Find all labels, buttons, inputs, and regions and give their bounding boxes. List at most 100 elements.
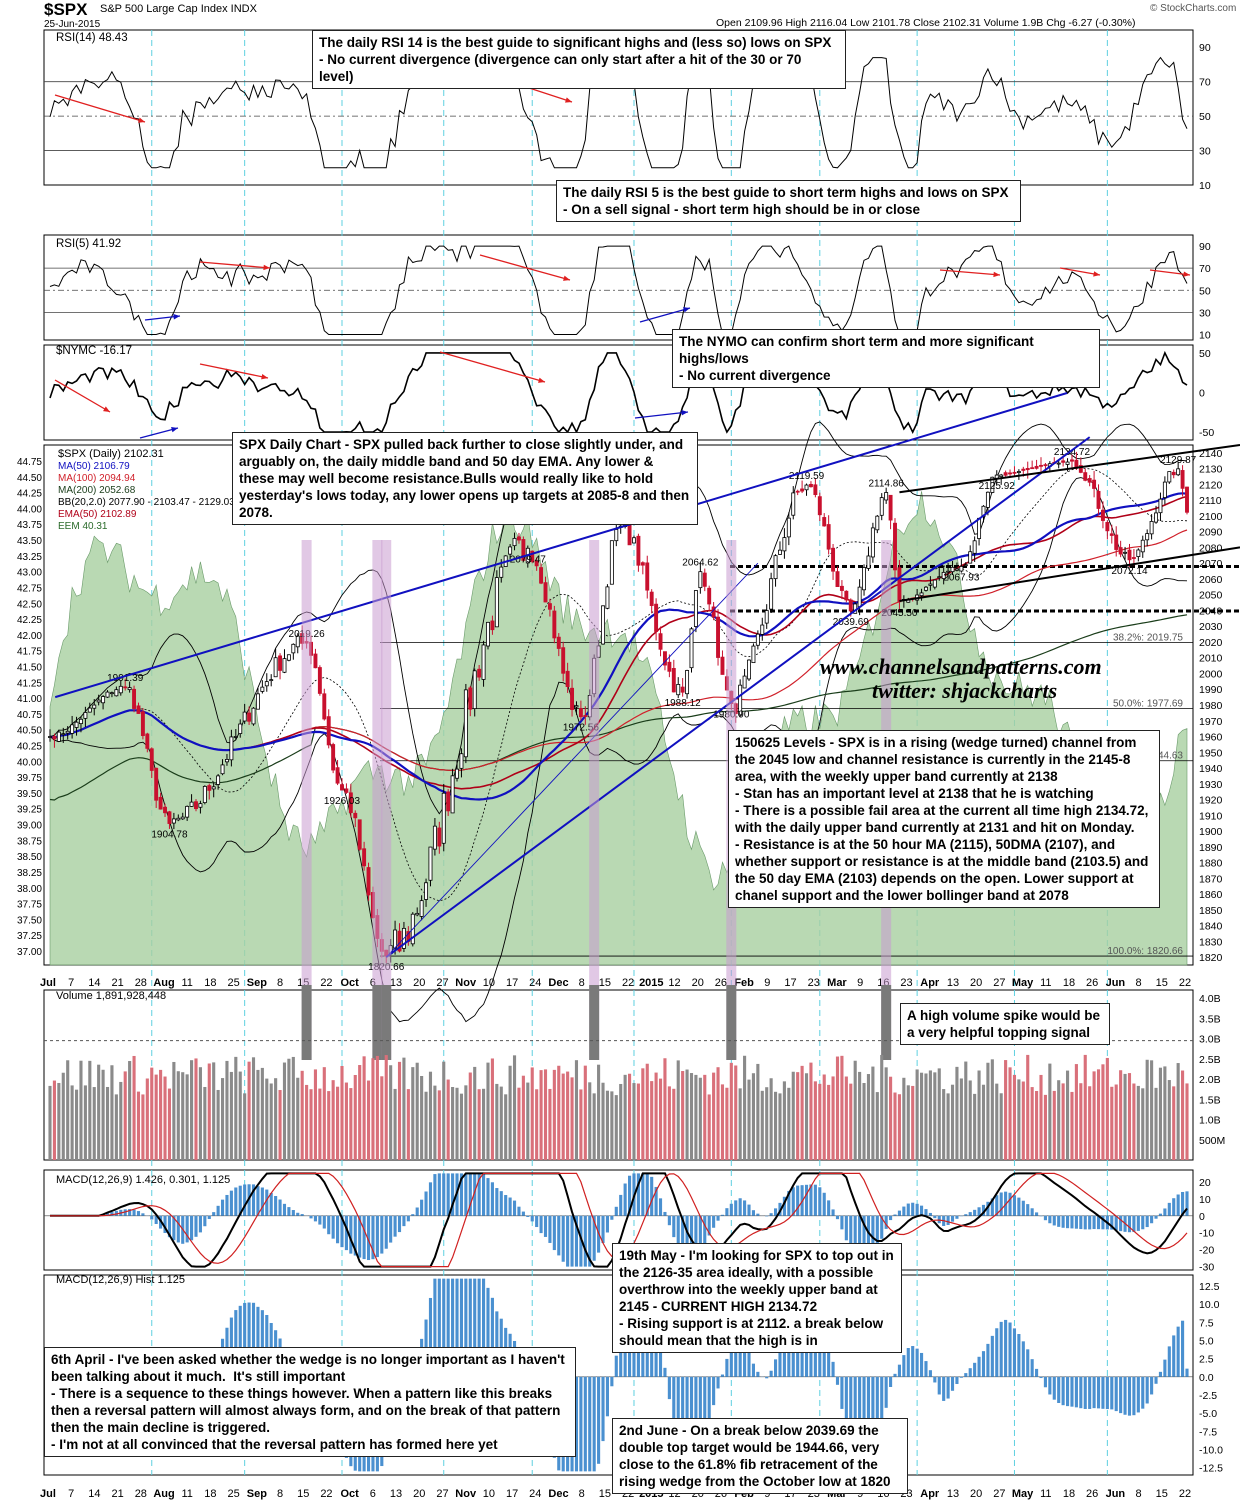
rsi5-tick-label: 90	[1199, 241, 1211, 253]
volume-bar	[265, 1078, 269, 1160]
hist-bar	[433, 1278, 437, 1377]
candle-body	[738, 684, 743, 716]
macd-hist-bar	[207, 1215, 211, 1220]
macd-hist-bar	[442, 1173, 446, 1216]
volume-bar	[362, 1056, 366, 1160]
macd-hist-bar	[1163, 1208, 1167, 1216]
x-tick-label: Oct	[340, 977, 359, 989]
candle-body	[357, 819, 362, 850]
macd-hist-bar	[973, 1209, 977, 1216]
volume-bar	[256, 1069, 260, 1160]
macd-hist-bar	[734, 1200, 738, 1216]
volume-bar	[486, 1062, 490, 1160]
candle-body	[1021, 468, 1026, 471]
macd-hist-bar	[866, 1215, 871, 1259]
volume-bar	[57, 1082, 61, 1160]
x-tick-label-bottom: 13	[947, 1488, 959, 1500]
eem-tick-label: 38.00	[17, 884, 42, 895]
volume-bar	[915, 1069, 919, 1160]
candle-body	[990, 476, 995, 493]
macd-hist-bar	[1127, 1215, 1132, 1233]
volume-bar	[287, 1058, 291, 1160]
candle-body	[149, 748, 154, 771]
candle-body	[229, 736, 234, 761]
macd-hist-bar	[1061, 1215, 1065, 1228]
hist-bar	[875, 1376, 879, 1451]
spx-price-tick-label: 2100	[1199, 511, 1223, 523]
macd-tick-label: 10	[1199, 1194, 1211, 1206]
hist-bar	[955, 1376, 959, 1384]
hist-bar	[995, 1328, 999, 1377]
macd-hist-bar	[420, 1199, 424, 1216]
volume-bar	[800, 1065, 804, 1160]
x-tick-label: 22	[320, 977, 332, 989]
macd-hist-bar	[185, 1215, 189, 1243]
volume-bar	[959, 1078, 963, 1160]
macd-hist-bar	[1021, 1200, 1025, 1216]
hist-bar	[1030, 1359, 1034, 1377]
volume-bar	[136, 1091, 141, 1160]
macd-hist-bar	[172, 1215, 176, 1241]
volume-bar	[827, 1084, 831, 1160]
x-tick-label: May	[1012, 977, 1034, 989]
x-tick-label: 15	[599, 977, 611, 989]
volume-bar	[1061, 1083, 1065, 1160]
volume-bar	[738, 1088, 742, 1160]
hist-bar	[473, 1278, 477, 1377]
macd-tick-label: -10	[1199, 1228, 1214, 1240]
macd-hist-bar	[167, 1215, 172, 1238]
volume-bar	[707, 1094, 711, 1160]
candle-body	[747, 659, 751, 680]
divergence-arrow	[1149, 269, 1191, 276]
volume-bar	[482, 1088, 486, 1160]
candle-body	[543, 582, 548, 603]
note-may19: 19th May - I'm looking for SPX to top ou…	[612, 1243, 902, 1353]
divergence-arrow	[439, 351, 546, 383]
macd-hist-bar	[756, 1213, 760, 1216]
macd-hist-bar	[190, 1215, 194, 1241]
candle-body	[353, 812, 358, 819]
price-label: 2079.47	[510, 554, 547, 565]
vol-panel-frame	[43, 989, 1194, 1161]
macd-hist-bar	[955, 1215, 959, 1219]
divergence-arrow	[54, 379, 111, 413]
candle-body	[163, 806, 167, 814]
candle-body	[968, 551, 973, 564]
macd-hist-bar	[517, 1206, 521, 1216]
eem-legend: EEM 40.31	[58, 521, 108, 532]
macd-hist-bar	[539, 1215, 543, 1234]
macd-hist-bar	[499, 1191, 503, 1216]
hist-bar	[1065, 1376, 1070, 1407]
volume-bar	[756, 1063, 760, 1160]
volume-tick-label: 1.5B	[1199, 1094, 1221, 1106]
price-label: 2045.50	[881, 608, 918, 619]
macd-hist-bar	[601, 1215, 605, 1243]
candle-body	[1039, 464, 1043, 467]
volume-bar	[150, 1067, 154, 1160]
bb-lower-line	[49, 477, 1188, 1023]
volume-bar	[220, 1078, 225, 1160]
x-tick-label-bottom: 22	[1179, 1488, 1191, 1500]
volume-bar	[66, 1060, 70, 1160]
macd-hist-bar	[689, 1215, 694, 1259]
x-tick-label-bottom: 22	[320, 1488, 332, 1500]
candle-body	[817, 496, 822, 516]
macd-hist-bar	[216, 1205, 220, 1216]
volume-bar	[924, 1073, 928, 1160]
x-tick-label: Aug	[153, 977, 174, 989]
highlight-band-volume	[589, 985, 600, 1060]
volume-bar	[424, 1091, 428, 1160]
volume-bar	[1185, 1083, 1189, 1160]
spx-price-tick-label: 1910	[1199, 810, 1223, 822]
hist-bar	[880, 1376, 884, 1432]
hist-bar	[725, 1358, 729, 1377]
candle-body	[1140, 539, 1145, 553]
spx-price-tick-label: 1970	[1199, 716, 1223, 728]
hist-tick-label: -12.5	[1199, 1463, 1223, 1475]
volume-bar	[574, 1060, 579, 1160]
note-june2: 2nd June - On a break below 2039.69 the …	[612, 1418, 908, 1494]
hist-bar	[902, 1355, 906, 1377]
candle-body	[1056, 462, 1061, 465]
volume-tick-label: 1.0B	[1199, 1115, 1221, 1127]
macd-hist-bar	[468, 1173, 472, 1216]
